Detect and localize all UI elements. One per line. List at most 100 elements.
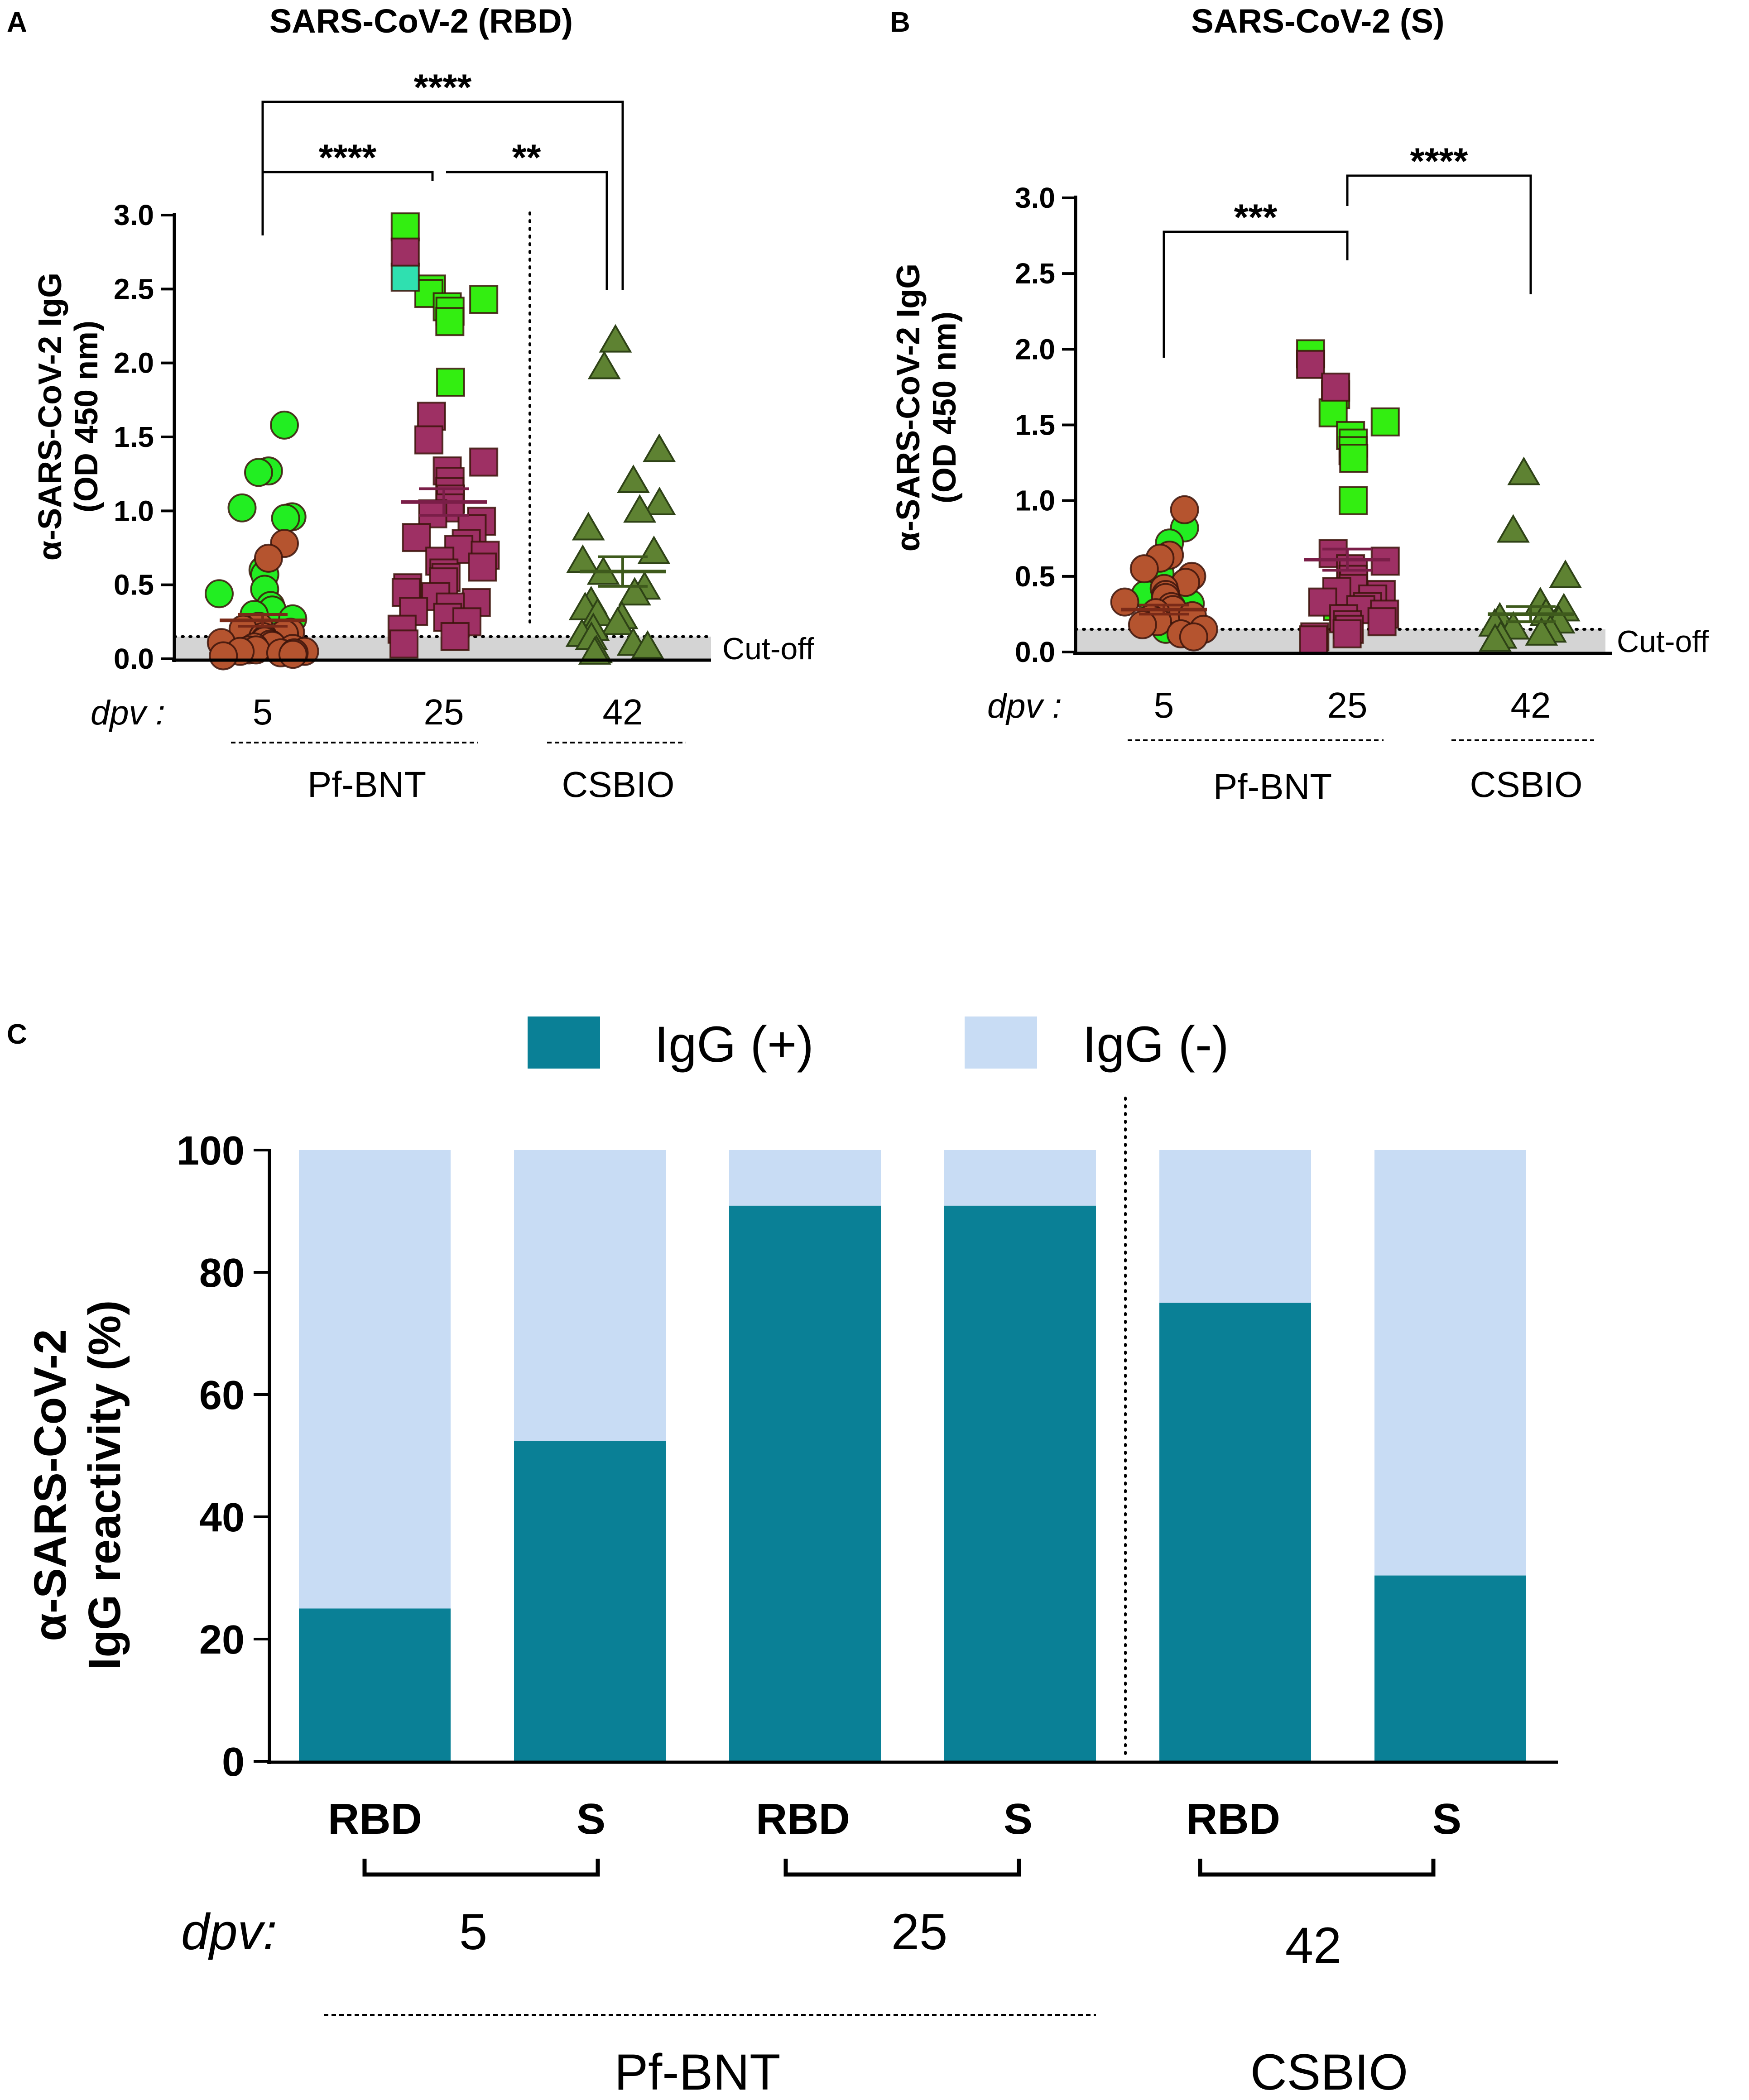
bar-igg-pos (299, 1608, 451, 1761)
y-tick-label: 2.5 (1015, 257, 1055, 290)
data-point-triangle (578, 636, 611, 665)
data-point-triangle (617, 465, 650, 493)
significance-bracket (446, 171, 608, 290)
bar-igg-neg (1159, 1150, 1311, 1303)
data-point-square (1321, 372, 1350, 402)
data-point-triangle (1549, 559, 1582, 588)
data-point-circle (1170, 495, 1199, 524)
significance-bracket (1346, 174, 1532, 294)
y-tick-label: 0 (222, 1740, 245, 1785)
data-point-square (402, 523, 431, 552)
data-point-square (469, 285, 499, 314)
data-point-square (390, 263, 420, 292)
panel-c-group-csbio: CSBIO (1250, 2044, 1408, 2100)
y-tick-label: 60 (199, 1373, 245, 1418)
panel-a-y-axis-ticks: 0.0 0.5 1.0 1.5 2.0 2.5 3.0 (114, 199, 174, 675)
panel-a-x-tick-label: 42 (603, 692, 643, 732)
bar-igg-pos (514, 1441, 666, 1761)
data-point-triangle (1507, 456, 1541, 485)
panel-c-ylabel-line2: IgG reactivity (%) (79, 1300, 130, 1670)
panel-a-x-tick-label: 25 (424, 692, 464, 732)
panel-c-letter: C (7, 1019, 27, 1050)
data-point-circle (1179, 622, 1208, 652)
data-point-circle (270, 410, 299, 440)
significance-stars: *** (1234, 197, 1278, 238)
panel-b-letter: B (890, 7, 910, 38)
bar-igg-neg (514, 1150, 666, 1441)
y-tick-label: 2.0 (1015, 333, 1055, 365)
data-point-square (390, 212, 420, 242)
data-point-square (414, 425, 444, 455)
x-tick-label: S (1004, 1795, 1033, 1843)
data-point-square (1370, 407, 1400, 436)
bar-igg-pos (944, 1205, 1096, 1761)
y-tick-label: 1.5 (1015, 409, 1055, 441)
y-tick-label: 40 (199, 1495, 245, 1540)
legend-swatch-igg-neg (965, 1016, 1037, 1069)
bar-igg-neg (944, 1150, 1096, 1206)
data-point-triangle (1478, 623, 1512, 652)
bar-igg-pos (1374, 1575, 1526, 1761)
y-tick-label: 1.0 (114, 494, 154, 527)
significance-stars: **** (319, 137, 377, 178)
y-tick-label: 0.5 (1015, 560, 1055, 593)
data-point-square (1296, 350, 1326, 379)
data-point-square (436, 368, 465, 397)
panel-b: B SARS-CoV-2 (S) α-SARS-CoV-2 IgG (OD 45… (890, 2, 1709, 807)
y-tick-label: 1.0 (1015, 484, 1055, 517)
legend-label-igg-neg: IgG (-) (1082, 1016, 1229, 1073)
panel-c-dpv-25: 25 (891, 1903, 948, 1960)
panel-a-significance-brackets: ******** ** (261, 67, 624, 290)
data-point-triangle (643, 487, 676, 515)
x-tick-label: RBD (328, 1795, 422, 1843)
bar-igg-neg (729, 1150, 881, 1206)
panel-b-x-tick-label: 25 (1327, 685, 1368, 725)
significance-bracket (1163, 230, 1349, 358)
panel-b-y-axis-ticks: 0.0 0.5 1.0 1.5 2.0 2.5 3.0 (1015, 182, 1076, 668)
panel-b-group-csbio: CSBIO (1470, 764, 1583, 805)
panel-a-mean-bars (220, 487, 666, 628)
data-point-circle (1110, 587, 1139, 617)
bar-igg-neg (299, 1150, 451, 1609)
panel-c-group-pfbnt: Pf-BNT (614, 2044, 780, 2100)
panel-b-mean-bars (1121, 547, 1574, 623)
data-point-square (389, 629, 419, 659)
data-point-square (468, 552, 497, 582)
data-point-triangle (587, 350, 621, 379)
data-point-square (1367, 607, 1397, 637)
x-tick-label: RBD (1186, 1795, 1280, 1843)
y-tick-label: 80 (199, 1251, 245, 1296)
data-point-square (440, 622, 470, 651)
significance-stars: **** (414, 67, 472, 108)
y-tick-label: 0.0 (1015, 636, 1055, 668)
y-tick-label: 0.5 (114, 569, 154, 601)
panel-a: A SARS-CoV-2 (RBD) α-SARS-CoV-2 IgG (OD … (7, 2, 814, 805)
panel-b-x-tick-label: 42 (1511, 685, 1551, 725)
panel-a-dpv-label: dpv : (91, 694, 165, 732)
panel-b-dpv-label: dpv : (987, 687, 1062, 725)
x-tick-label: S (1432, 1795, 1461, 1843)
legend-label-igg-pos: IgG (+) (654, 1016, 814, 1073)
data-point-square (469, 447, 499, 477)
x-tick-label: RBD (756, 1795, 850, 1843)
panel-a-ylabel-line1: α-SARS-CoV-2 IgG (32, 273, 68, 561)
bar-igg-neg (1374, 1150, 1526, 1576)
y-tick-label: 20 (199, 1617, 245, 1663)
significance-stars: ** (512, 137, 541, 178)
data-point-triangle (637, 535, 671, 564)
panel-b-title: SARS-CoV-2 (S) (1191, 2, 1444, 40)
panel-a-group-csbio: CSBIO (562, 764, 675, 805)
data-point-square (1318, 398, 1348, 427)
data-point-circle (254, 543, 283, 573)
panel-b-ylabel-line2: (OD 450 nm) (927, 312, 963, 503)
panel-b-group-pfbnt: Pf-BNT (1213, 767, 1332, 807)
y-tick-label: 2.0 (114, 347, 154, 379)
panel-b-x-tick-label: 5 (1154, 685, 1174, 725)
panel-c-y-axis-ticks: 0 20 40 60 80 100 (177, 1128, 269, 1785)
panel-b-ylabel-line1: α-SARS-CoV-2 IgG (890, 264, 927, 551)
data-point-triangle (618, 577, 651, 606)
panel-a-group-pfbnt: Pf-BNT (308, 764, 426, 805)
y-tick-label: 3.0 (114, 199, 154, 231)
data-point-triangle (601, 606, 634, 635)
panel-a-points (204, 212, 676, 671)
